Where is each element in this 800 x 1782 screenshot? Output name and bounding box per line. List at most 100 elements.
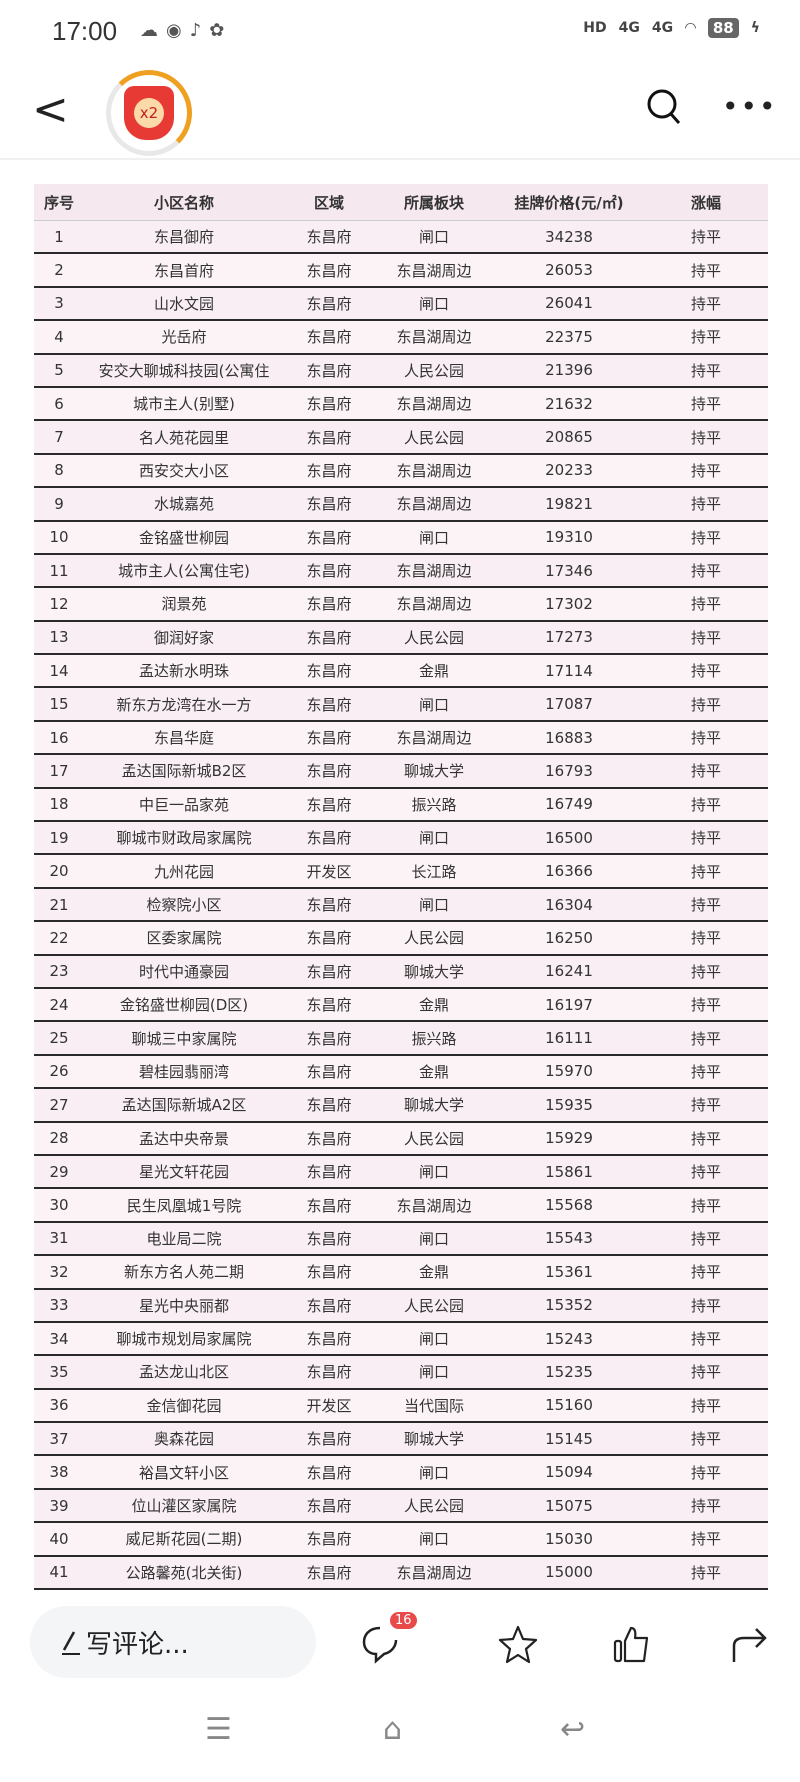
row-index: 40: [49, 1529, 69, 1548]
comment-placeholder: 写评论...: [86, 1629, 189, 1660]
row-district: 东昌府: [306, 595, 352, 614]
row-block: 东昌湖周边: [396, 395, 472, 414]
row-block: 振兴路: [411, 795, 457, 814]
table-row: 27 孟达国际新城A2区 东昌府 聊城大学 15935 持平: [34, 1089, 768, 1123]
row-change: 持平: [690, 1196, 721, 1215]
table-row: 21 检察院小区 东昌府 闸口 16304 持平: [34, 888, 768, 923]
col-price: 挂牌价格(元/㎡): [514, 193, 624, 212]
row-district: 开发区: [306, 1396, 352, 1415]
row-block: 闸口: [418, 294, 449, 313]
row-name: 润景苑: [161, 595, 207, 614]
row-change: 持平: [690, 294, 721, 313]
row-change: 持平: [690, 962, 721, 981]
row-change: 持平: [690, 1096, 721, 1115]
row-name: 金铭盛世柳园(D区): [119, 996, 249, 1015]
row-name: 金铭盛世柳园: [138, 528, 229, 547]
row-index: 41: [49, 1563, 69, 1582]
row-index: 36: [49, 1396, 69, 1415]
row-change: 持平: [690, 495, 721, 514]
comment-icon[interactable]: [360, 1624, 400, 1664]
row-change: 持平: [690, 795, 721, 814]
home-icon[interactable]: ⌂: [383, 1712, 403, 1747]
row-change: 持平: [690, 1430, 721, 1449]
hd-icon: HD: [583, 20, 607, 36]
row-change: 持平: [690, 1296, 721, 1315]
row-block: 人民公园: [403, 1129, 464, 1148]
row-district: 东昌府: [306, 1196, 352, 1215]
table-row: 11 城市主人(公寓住宅) 东昌府 东昌湖周边 17346 持平: [34, 554, 768, 589]
row-block: 闸口: [418, 1163, 449, 1182]
table-row: 18 中巨一品家苑 东昌府 振兴路 16749 持平: [34, 788, 768, 823]
row-change: 持平: [690, 729, 721, 748]
red-packet-icon: x2: [124, 86, 174, 140]
charging-icon: ϟ: [750, 20, 760, 36]
table-row: 25 聊城三中家属院 东昌府 振兴路 16111 持平: [34, 1022, 768, 1056]
row-price: 15094: [545, 1463, 593, 1482]
row-change: 持平: [690, 862, 721, 881]
row-index: 35: [49, 1362, 69, 1381]
table-row: 19 聊城市财政局家属院 东昌府 闸口 16500 持平: [34, 822, 768, 856]
row-district: 东昌府: [306, 1497, 352, 1516]
table-row: 14 孟达新水明珠 东昌府 金鼎 17114 持平: [34, 655, 768, 689]
search-icon[interactable]: [645, 88, 683, 126]
row-district: 东昌府: [306, 528, 352, 547]
battery-icon: 88: [707, 18, 739, 38]
back-nav-icon[interactable]: ↩: [560, 1712, 586, 1747]
row-name: 中巨一品家苑: [138, 795, 229, 814]
col-change: 涨幅: [690, 193, 721, 212]
table-row: 26 碧桂园翡丽湾 东昌府 金鼎 15970 持平: [34, 1055, 768, 1090]
more-icon[interactable]: •••: [722, 90, 778, 123]
table-row: 10 金铭盛世柳园 东昌府 闸口 19310 持平: [34, 521, 768, 555]
row-name: 星光文轩花园: [138, 1163, 229, 1182]
star-icon[interactable]: [498, 1624, 538, 1664]
row-price: 21632: [545, 394, 593, 413]
row-name: 威尼斯花园(二期): [125, 1530, 243, 1549]
row-price: 15000: [545, 1563, 593, 1582]
row-district: 东昌府: [306, 428, 352, 447]
reward-badge[interactable]: x2: [106, 70, 192, 156]
row-block: 闸口: [418, 896, 449, 914]
thumbs-up-icon[interactable]: [612, 1624, 652, 1664]
row-block: 聊城大学: [403, 1096, 464, 1115]
row-index: 29: [49, 1162, 69, 1181]
table-row: 32 新东方名人苑二期 东昌府 金鼎 15361 持平: [34, 1256, 768, 1290]
row-index: 19: [49, 828, 69, 847]
row-change: 持平: [690, 762, 721, 781]
table-row: 28 孟达中央帝景 东昌府 人民公园 15929 持平: [34, 1122, 768, 1156]
row-district: 东昌府: [306, 996, 352, 1015]
row-block: 闸口: [418, 528, 449, 547]
col-name: 小区名称: [153, 193, 214, 212]
row-index: 3: [54, 294, 64, 313]
row-change: 持平: [690, 1330, 721, 1349]
notification-icons: ☁◉♪✿: [140, 20, 233, 41]
row-district: 东昌府: [306, 1430, 352, 1449]
row-index: 15: [49, 695, 69, 714]
row-district: 东昌府: [306, 729, 352, 748]
row-name: 公路馨苑(北关街): [125, 1563, 243, 1582]
row-price: 15030: [545, 1529, 593, 1548]
row-name: 聊城市财政局家属院: [116, 829, 252, 848]
table-row: 40 威尼斯花园(二期) 东昌府 闸口 15030 持平: [34, 1523, 768, 1557]
row-block: 闸口: [418, 1229, 449, 1248]
row-price: 26053: [545, 261, 593, 280]
row-district: 东昌府: [306, 294, 352, 313]
row-change: 持平: [690, 328, 721, 347]
back-icon[interactable]: <: [32, 84, 69, 135]
menu-icon[interactable]: ☰: [205, 1712, 232, 1747]
table-row: 1 东昌御府 东昌府 闸口 34238 持平: [34, 221, 768, 255]
share-icon[interactable]: [728, 1624, 768, 1664]
row-name: 孟达国际新城A2区: [121, 1096, 247, 1115]
row-name: 西安交大小区: [138, 461, 229, 480]
row-block: 东昌湖周边: [396, 495, 472, 514]
row-price: 17087: [545, 695, 593, 714]
comment-count-badge: 16: [390, 1612, 417, 1629]
row-name: 电业局二院: [146, 1229, 222, 1248]
row-index: 30: [49, 1196, 69, 1215]
comment-input[interactable]: 写评论...: [30, 1606, 316, 1678]
row-change: 持平: [690, 1129, 721, 1148]
row-name: 孟达国际新城B2区: [121, 762, 247, 781]
row-district: 东昌府: [306, 1296, 352, 1315]
row-change: 持平: [690, 1563, 721, 1582]
row-index: 12: [49, 594, 69, 613]
row-block: 人民公园: [403, 628, 464, 647]
